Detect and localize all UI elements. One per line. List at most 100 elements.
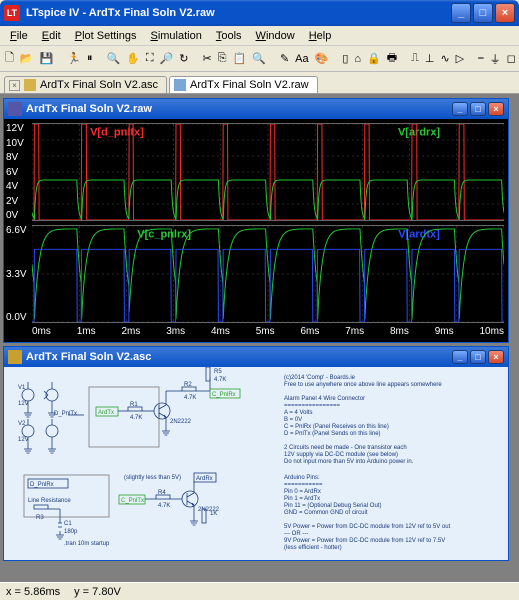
svg-text:R5: R5: [214, 369, 222, 375]
svg-text:C_PnlTx: C_PnlTx: [121, 498, 144, 504]
svg-text:2 Circuits need be made - One: 2 Circuits need be made - One transistor…: [284, 445, 407, 451]
menu-edit[interactable]: Edit: [36, 28, 67, 44]
schematic-title: ArdTx Final Soln V2.asc: [26, 351, 151, 363]
print-icon[interactable]: 🖶: [386, 49, 398, 69]
menu-simulation[interactable]: Simulation: [144, 28, 207, 44]
wave-maximize-button[interactable]: □: [470, 102, 486, 116]
svg-text:V1: V1: [18, 385, 26, 391]
svg-text:Free to use anywhere once abov: Free to use anywhere once above line app…: [284, 382, 442, 388]
ind-icon[interactable]: ∿: [439, 49, 450, 69]
maximize-button[interactable]: □: [473, 3, 493, 23]
find-icon[interactable]: 🔍: [251, 49, 267, 69]
svg-text:D_PnlTx: D_PnlTx: [54, 411, 77, 417]
tab-ardtx-final-soln-v2-asc[interactable]: × ArdTx Final Soln V2.asc: [4, 76, 167, 93]
zoom-fit-icon[interactable]: ⛶: [145, 49, 155, 69]
search-icon[interactable]: 🔍: [105, 49, 121, 69]
status-y: y = 7.80V: [74, 586, 121, 598]
palette-icon[interactable]: 🎨: [314, 49, 330, 69]
home-icon[interactable]: ⌂: [353, 49, 362, 69]
schematic-window: ArdTx Final Soln V2.asc _ □ × V112VV212V…: [3, 346, 509, 561]
svg-text:Pin 1 = ArdTx: Pin 1 = ArdTx: [284, 496, 320, 502]
app-icon: LT: [4, 5, 20, 21]
sch-close-button[interactable]: ×: [488, 350, 504, 364]
waveform-plot-area[interactable]: 12V10V8V6V4V2V0V V[d_pnltx]V[ardrx] 6.6V…: [4, 119, 508, 342]
svg-text:C_PnlRx: C_PnlRx: [212, 392, 236, 398]
text-icon[interactable]: Aa: [294, 49, 309, 69]
outer-window-buttons: _ □ ×: [451, 3, 515, 23]
save-icon[interactable]: 💾: [39, 49, 55, 69]
hand-icon[interactable]: ✋: [125, 49, 141, 69]
tab-ardtx-final-soln-v2-raw[interactable]: ArdTx Final Soln V2.raw: [169, 76, 318, 93]
paste-icon[interactable]: 📋: [232, 49, 248, 69]
menu-plot-settings[interactable]: Plot Settings: [69, 28, 143, 44]
cap-icon[interactable]: ⊥: [424, 49, 436, 69]
svg-text:A = 4 Volts: A = 4 Volts: [284, 410, 313, 416]
schematic-titlebar[interactable]: ArdTx Final Soln V2.asc _ □ ×: [4, 347, 508, 367]
new-icon[interactable]: 🗋: [4, 49, 15, 69]
run-icon[interactable]: 🏃: [66, 49, 82, 69]
wire-icon[interactable]: ⎯: [477, 49, 485, 69]
svg-text:================: ================: [284, 403, 341, 409]
sch-maximize-button[interactable]: □: [470, 350, 486, 364]
statusbar: x = 5.86ms y = 7.80V: [0, 582, 519, 600]
sch-minimize-button[interactable]: _: [452, 350, 468, 364]
cut-icon[interactable]: ✂: [202, 49, 213, 69]
svg-text:R4: R4: [158, 490, 166, 496]
tab-label: ArdTx Final Soln V2.asc: [40, 79, 158, 91]
wave-minimize-button[interactable]: _: [452, 102, 468, 116]
bottom-plot-svg: V[c_pnlrx]V[ardtx]: [32, 226, 504, 322]
minimize-button[interactable]: _: [451, 3, 471, 23]
schematic-icon: [8, 350, 22, 364]
bottom-plot[interactable]: V[c_pnlrx]V[ardtx]: [32, 225, 504, 323]
diode-icon[interactable]: ▷: [455, 49, 465, 69]
svg-text:R3: R3: [36, 515, 44, 521]
svg-text:(c)2014 'Comp' - Boards.ie: (c)2014 'Comp' - Boards.ie: [284, 375, 356, 381]
copy-icon[interactable]: ⎘: [217, 49, 228, 69]
svg-text:Line Resistance: Line Resistance: [28, 498, 71, 504]
top-plot[interactable]: V[d_pnltx]V[ardrx]: [32, 123, 504, 221]
zoom-in-icon[interactable]: 🔎: [159, 49, 175, 69]
ground-icon[interactable]: ⏚: [489, 49, 502, 69]
svg-text:12V supply via DC-DC module (s: 12V supply via DC-DC module (see below): [284, 452, 398, 458]
refresh-icon[interactable]: ↻: [178, 49, 189, 69]
wave-close-button[interactable]: ×: [488, 102, 504, 116]
tabs-row: × ArdTx Final Soln V2.asc ArdTx Final Soln…: [0, 72, 519, 94]
svg-text:Do not input more than 5V into: Do not input more than 5V into Arduino p…: [284, 459, 414, 465]
pencil-icon[interactable]: ✎: [279, 49, 290, 69]
stop-icon[interactable]: ⏸: [86, 49, 94, 69]
waveform-title: ArdTx Final Soln V2.raw: [26, 103, 152, 115]
waveform-titlebar[interactable]: ArdTx Final Soln V2.raw _ □ ×: [4, 99, 508, 119]
tab-close-icon[interactable]: ×: [9, 80, 20, 91]
svg-text:V[ardrx]: V[ardrx]: [398, 127, 441, 139]
close-button[interactable]: ×: [495, 3, 515, 23]
svg-text:ArdTx: ArdTx: [98, 410, 114, 416]
menu-help[interactable]: Help: [303, 28, 338, 44]
schematic-canvas[interactable]: V112VV212VD_PnlTxArdTxR14.7K2N2222R24.7K…: [4, 367, 508, 560]
svg-text:Arduino Pins:: Arduino Pins:: [284, 475, 320, 481]
svg-text:180p: 180p: [64, 529, 78, 535]
waveform-icon: [8, 102, 22, 116]
svg-text:9V Power = Power from DC-DC mo: 9V Power = Power from DC-DC module from …: [284, 538, 445, 544]
svg-text:4.7K: 4.7K: [130, 415, 142, 421]
schematic-svg: V112VV212VD_PnlTxArdTxR14.7K2N2222R24.7K…: [4, 367, 508, 560]
waveform-window: ArdTx Final Soln V2.raw _ □ × 12V10V8V6V…: [3, 98, 509, 343]
top-plot-yticks: 12V10V8V6V4V2V0V: [6, 123, 24, 221]
menu-tools[interactable]: Tools: [210, 28, 248, 44]
svg-text:ArdRx: ArdRx: [196, 476, 213, 482]
status-x: x = 5.86ms: [6, 586, 60, 598]
open-icon[interactable]: 📂: [19, 49, 35, 69]
svg-text:R1: R1: [130, 402, 138, 408]
netlabel-icon[interactable]: ◻: [506, 49, 517, 69]
resistor-icon[interactable]: ⎍: [410, 49, 420, 69]
svg-text:D_PnlRx: D_PnlRx: [30, 482, 54, 488]
chip-icon[interactable]: ▯: [341, 49, 349, 69]
lock-icon[interactable]: 🔒: [366, 49, 382, 69]
tab-file-icon: [174, 79, 186, 91]
menu-file[interactable]: File: [4, 28, 34, 44]
app-title: LTspice IV - ArdTx Final Soln V2.raw: [26, 7, 215, 19]
menu-window[interactable]: Window: [250, 28, 301, 44]
svg-text:.tran 10m startup: .tran 10m startup: [64, 541, 110, 547]
svg-text:4.7K: 4.7K: [184, 395, 196, 401]
svg-text:C = PnlRx (Panel Receives on t: C = PnlRx (Panel Receives on this line): [284, 424, 389, 430]
svg-text:Pin 0 = ArdRx: Pin 0 = ArdRx: [284, 489, 321, 495]
